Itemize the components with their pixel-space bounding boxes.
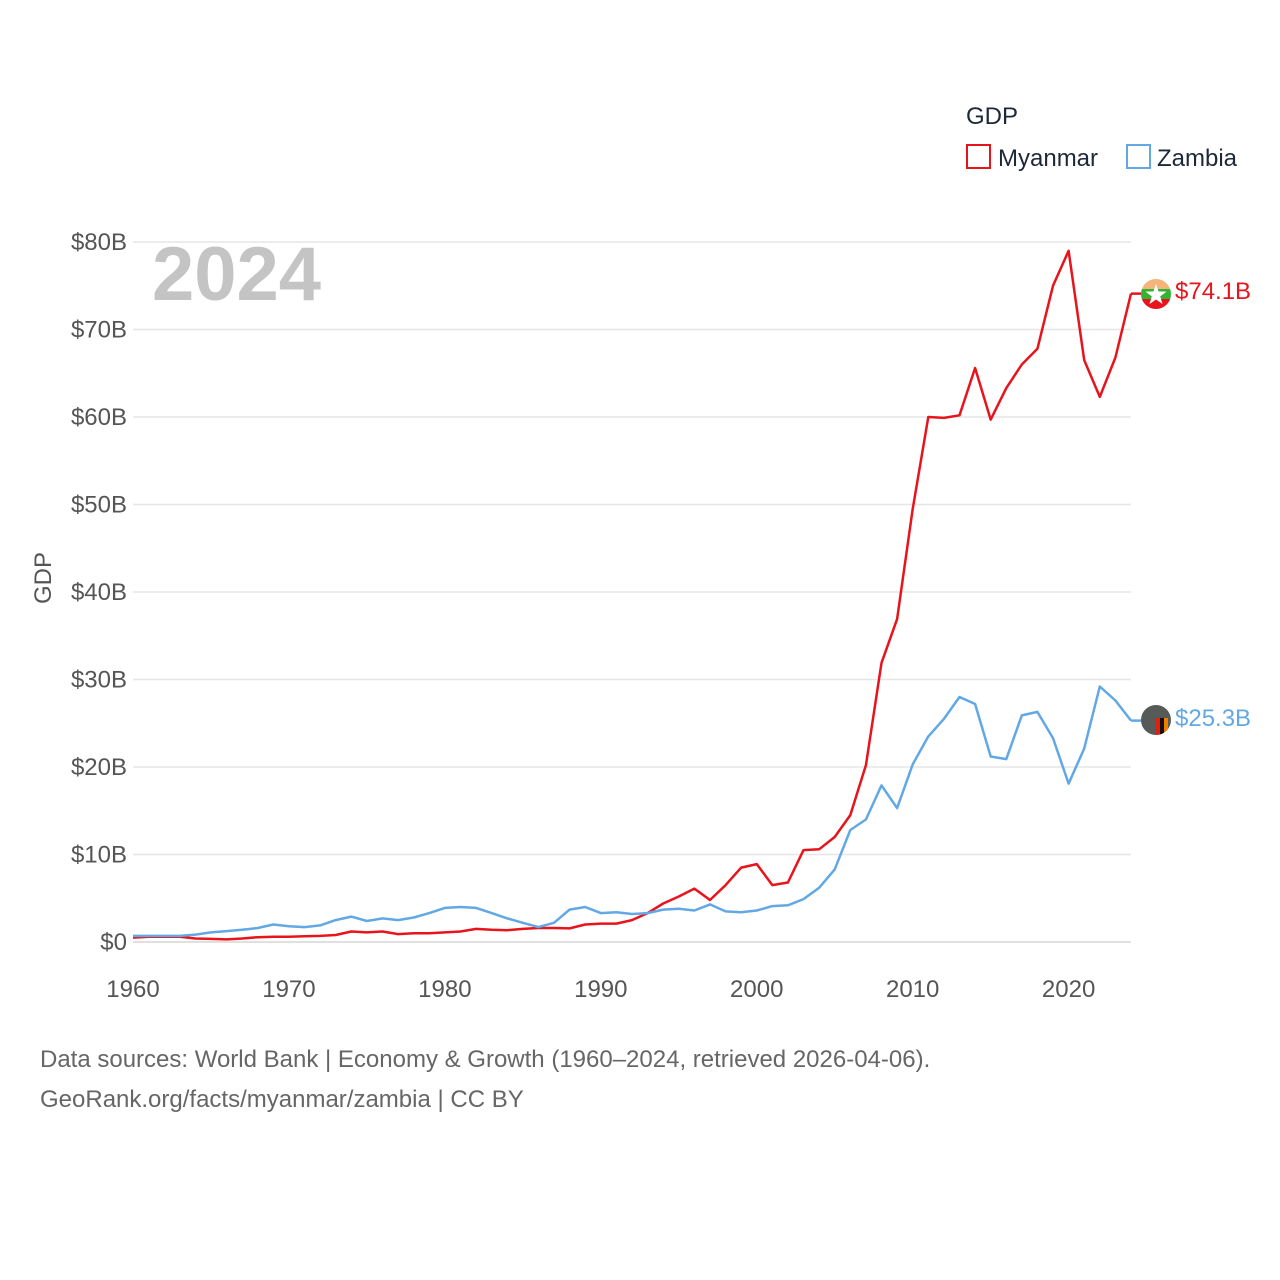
year-overlay: 2024 bbox=[152, 232, 321, 317]
y-tick-label: $20B bbox=[71, 754, 127, 781]
x-tick-label: 2010 bbox=[886, 976, 939, 1003]
legend-label-zambia: Zambia bbox=[1157, 145, 1238, 172]
source-note: Data sources: World Bank | Economy & Gro… bbox=[40, 1040, 1240, 1120]
x-tick-label: 2020 bbox=[1042, 976, 1095, 1003]
end-label-zambia: $25.3B bbox=[1175, 705, 1251, 732]
legend-label-myanmar: Myanmar bbox=[998, 145, 1098, 172]
y-tick-label: $50B bbox=[71, 492, 127, 519]
legend-title: GDP bbox=[966, 103, 1018, 130]
y-tick-label: $0 bbox=[100, 929, 127, 956]
x-tick-labels: 1960 1970 1980 1990 2000 2010 2020 bbox=[106, 976, 1095, 1003]
x-tick-label: 2000 bbox=[730, 976, 783, 1003]
legend-item-myanmar[interactable]: Myanmar bbox=[966, 144, 1098, 172]
source-line-2: GeoRank.org/facts/myanmar/zambia | CC BY bbox=[40, 1086, 524, 1113]
end-label-myanmar: $74.1B bbox=[1175, 278, 1251, 305]
y-axis-title: GDP bbox=[30, 552, 57, 604]
y-tick-label: $10B bbox=[71, 842, 127, 869]
series-lines bbox=[132, 249, 1141, 941]
zambia-flag-icon bbox=[1141, 705, 1171, 735]
legend-swatch-myanmar bbox=[966, 144, 991, 169]
y-tick-label: $60B bbox=[71, 404, 127, 431]
series-line-zambia[interactable] bbox=[133, 685, 1132, 938]
x-tick-label: 1990 bbox=[574, 976, 627, 1003]
legend-swatch-zambia bbox=[1126, 144, 1151, 169]
y-tick-label: $40B bbox=[71, 579, 127, 606]
legend: GDP Myanmar Zambia bbox=[966, 103, 1238, 172]
y-tick-label: $30B bbox=[71, 667, 127, 694]
x-tick-label: 1980 bbox=[418, 976, 471, 1003]
legend-item-zambia[interactable]: Zambia bbox=[1126, 144, 1238, 172]
y-tick-labels: $0 $10B $20B $30B $40B $50B $60B $70B $80B bbox=[71, 229, 127, 956]
x-tick-label: 1960 bbox=[106, 976, 159, 1003]
myanmar-flag-icon bbox=[1141, 279, 1171, 309]
source-line-1: Data sources: World Bank | Economy & Gro… bbox=[40, 1046, 931, 1073]
gridlines bbox=[133, 241, 1131, 943]
x-tick-label: 1970 bbox=[262, 976, 315, 1003]
y-tick-label: $80B bbox=[71, 229, 127, 256]
series-line-myanmar[interactable] bbox=[132, 249, 1133, 941]
y-tick-label: $70B bbox=[71, 317, 127, 344]
